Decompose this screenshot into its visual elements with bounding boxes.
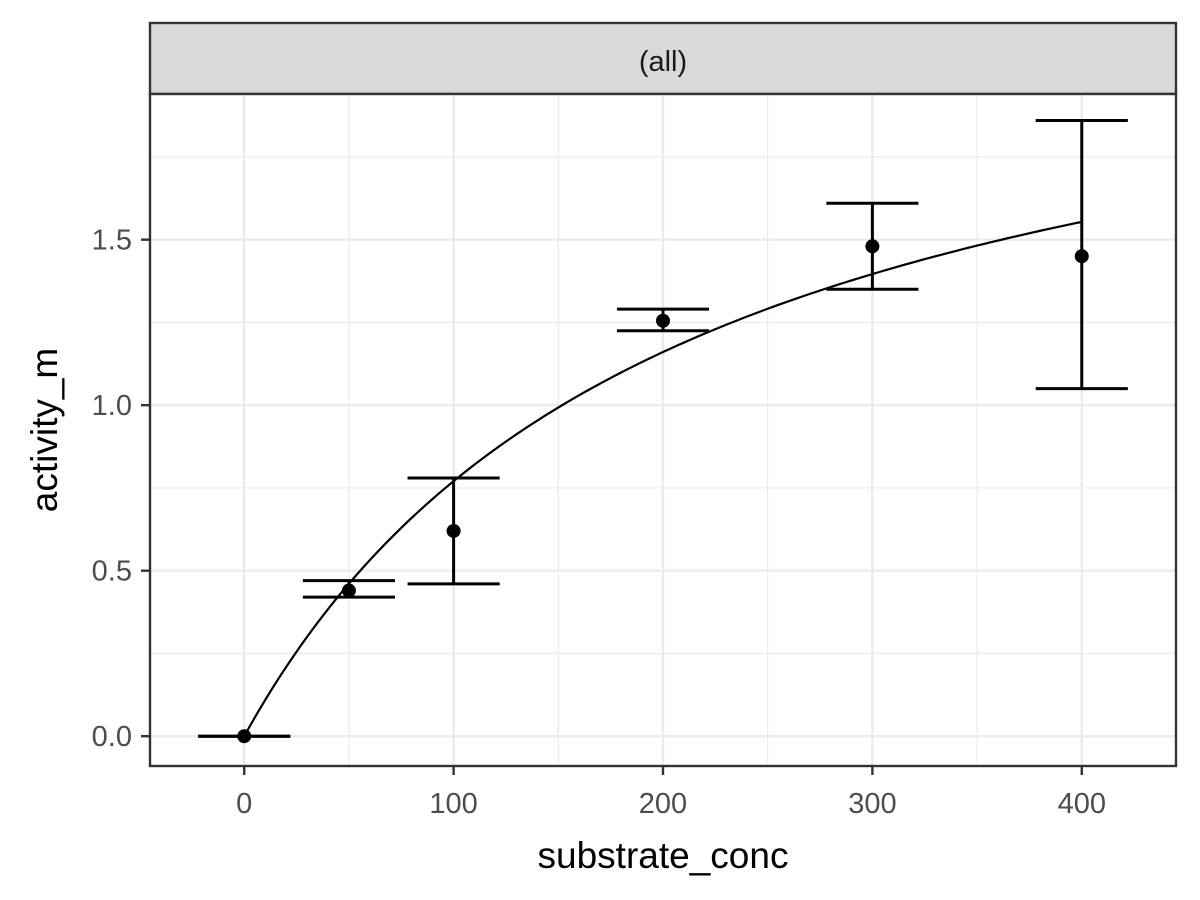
facet-strip-label: (all) xyxy=(639,46,687,78)
x-axis: 0 100 200 300 400 xyxy=(236,766,1106,820)
x-tick-label: 200 xyxy=(639,788,687,820)
y-tick-label: 1.0 xyxy=(92,390,132,422)
x-tick-label: 400 xyxy=(1058,788,1106,820)
data-point xyxy=(237,729,252,744)
y-axis-title: activity_m xyxy=(24,348,65,512)
facet-strip xyxy=(148,21,1178,96)
y-axis: 0.0 0.5 1.0 1.5 xyxy=(92,225,150,753)
point-layer xyxy=(237,239,1089,744)
y-tick-label: 0.5 xyxy=(92,556,132,588)
data-point xyxy=(656,313,670,328)
x-axis-title: substrate_conc xyxy=(538,835,789,876)
fit-curve xyxy=(243,220,1083,737)
data-point xyxy=(1074,249,1089,264)
x-tick-label: 0 xyxy=(236,788,252,820)
fit-curve-layer xyxy=(243,220,1083,737)
data-point xyxy=(865,239,880,254)
x-tick-label: 300 xyxy=(848,788,896,820)
y-tick-label: 1.5 xyxy=(92,225,132,257)
data-point xyxy=(341,583,356,598)
y-tick-label: 0.0 xyxy=(92,721,132,753)
x-tick-label: 100 xyxy=(429,788,477,820)
data-point xyxy=(446,523,461,538)
errorbar-layer xyxy=(198,118,1128,738)
